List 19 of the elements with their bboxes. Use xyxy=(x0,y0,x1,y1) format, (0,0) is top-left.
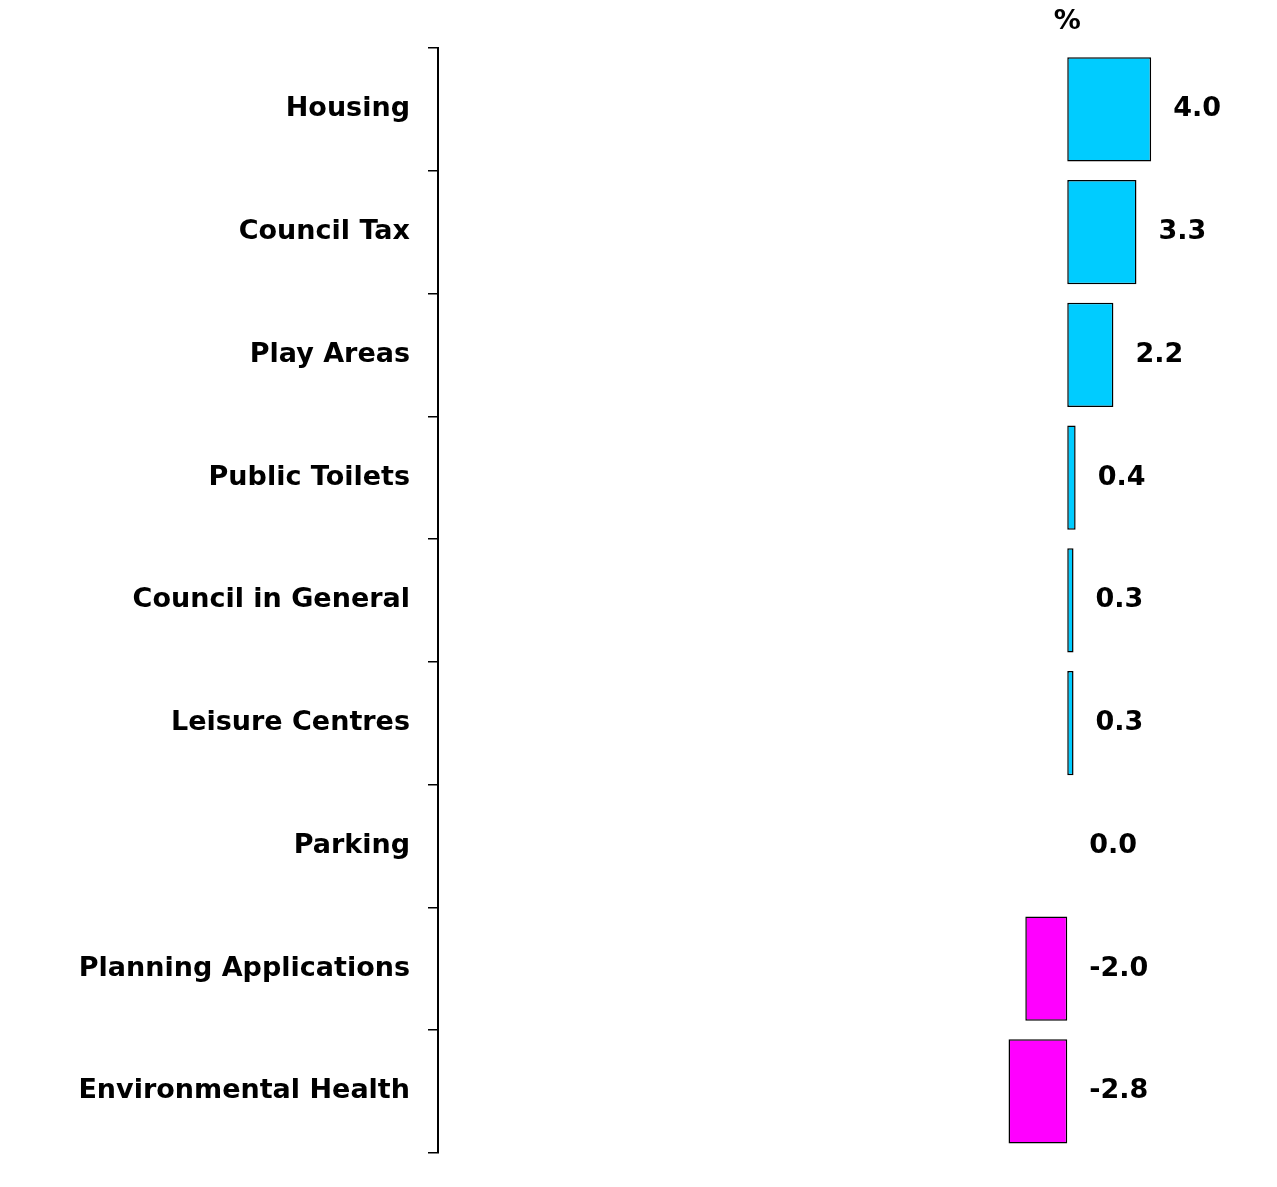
data-label: 0.3 xyxy=(1095,705,1144,737)
y-tick-label: Public Toilets xyxy=(208,459,410,491)
data-label: 0.0 xyxy=(1089,827,1138,859)
data-label: 0.4 xyxy=(1097,459,1146,491)
y-tick-label: Planning Applications xyxy=(78,950,410,982)
y-tick-label: Council in General xyxy=(132,582,410,614)
y-tick-label: Parking xyxy=(293,827,410,859)
y-tick-label: Council Tax xyxy=(238,214,410,246)
y-tick-label: Housing xyxy=(285,91,410,123)
y-tick-label: Play Areas xyxy=(249,336,410,368)
data-label: -2.8 xyxy=(1089,1073,1149,1105)
text: % xyxy=(1053,3,1081,35)
data-label: 0.3 xyxy=(1095,582,1144,614)
data-label: 2.2 xyxy=(1135,336,1184,368)
data-label: 3.3 xyxy=(1158,214,1207,246)
data-label: 4.0 xyxy=(1173,91,1221,123)
y-tick-label: Leisure Centres xyxy=(170,705,410,737)
data-label: -2.0 xyxy=(1089,950,1149,982)
y-tick-label: Environmental Health xyxy=(78,1073,410,1105)
